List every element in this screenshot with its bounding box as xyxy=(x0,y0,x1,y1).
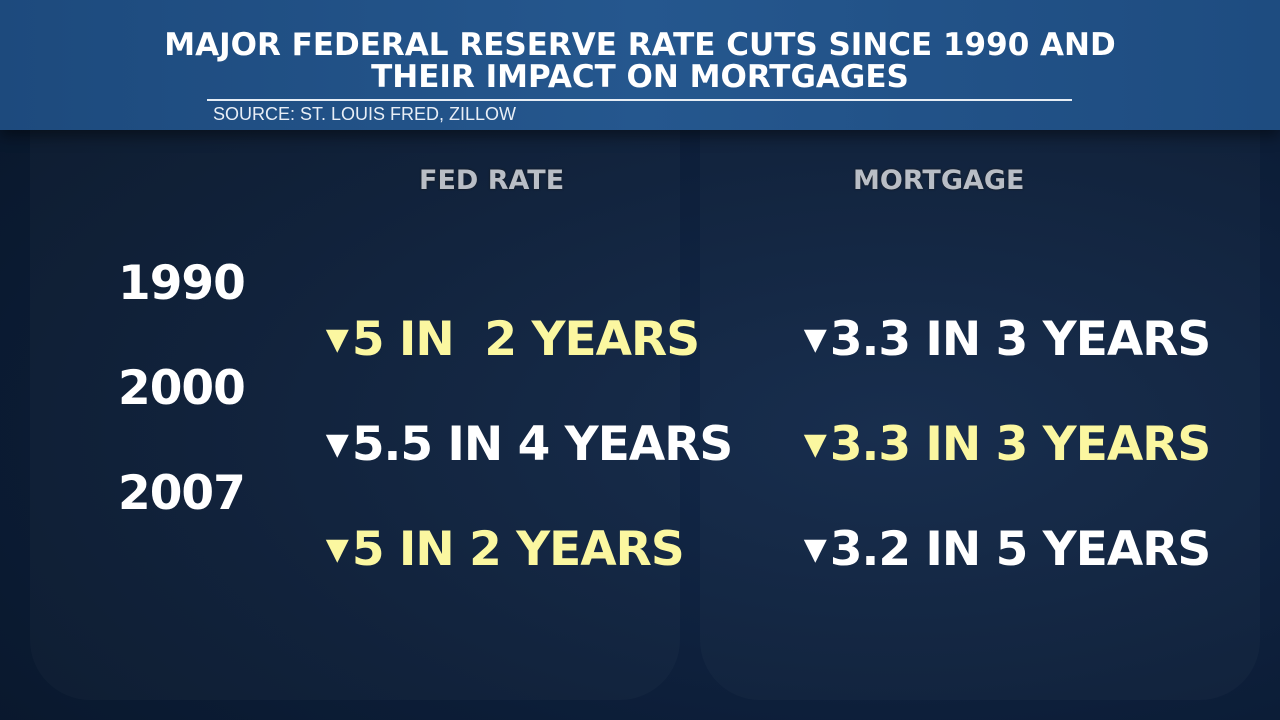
row-year: 2000 xyxy=(118,361,246,416)
fed-rate-cut: ▼5.5 IN 4 YEARS xyxy=(295,361,734,473)
down-triangle-icon: ▼ xyxy=(325,532,349,567)
mortgage-value: 3.3 IN 3 YEARS xyxy=(829,417,1211,472)
fed-rate-value: 5 IN 2 YEARS xyxy=(351,312,700,367)
down-triangle-icon: ▼ xyxy=(803,322,827,357)
fed-rate-value: 5 IN 2 YEARS xyxy=(351,522,685,577)
title-line-1: MAJOR FEDERAL RESERVE RATE CUTS SINCE 19… xyxy=(164,27,1116,63)
row-year: 1990 xyxy=(118,256,246,311)
fed-rate-cut: ▼5 IN 2 YEARS xyxy=(295,466,685,578)
title-line-2: THEIR IMPACT ON MORTGAGES xyxy=(371,59,909,95)
mortgage-change: ▼3.2 IN 5 YEARS xyxy=(773,466,1212,578)
mortgage-change: ▼3.3 IN 3 YEARS xyxy=(773,256,1212,368)
down-triangle-icon: ▼ xyxy=(803,427,827,462)
source-caption: SOURCE: ST. LOUIS FRED, ZILLOW xyxy=(213,104,517,124)
title-banner: MAJOR FEDERAL RESERVE RATE CUTS SINCE 19… xyxy=(0,0,1280,130)
down-triangle-icon: ▼ xyxy=(325,322,349,357)
down-triangle-icon: ▼ xyxy=(803,532,827,567)
column-header-mortgage: MORTGAGE xyxy=(853,165,1025,196)
title-divider xyxy=(207,99,1072,101)
mortgage-value: 3.2 IN 5 YEARS xyxy=(829,522,1211,577)
down-triangle-icon: ▼ xyxy=(325,427,349,462)
fed-rate-cut: ▼5 IN 2 YEARS xyxy=(295,256,700,368)
fed-rate-value: 5.5 IN 4 YEARS xyxy=(351,417,733,472)
mortgage-value: 3.3 IN 3 YEARS xyxy=(829,312,1211,367)
row-year: 2007 xyxy=(118,466,246,521)
mortgage-change: ▼3.3 IN 3 YEARS xyxy=(773,361,1212,473)
column-header-fed-rate: FED RATE xyxy=(419,165,565,196)
